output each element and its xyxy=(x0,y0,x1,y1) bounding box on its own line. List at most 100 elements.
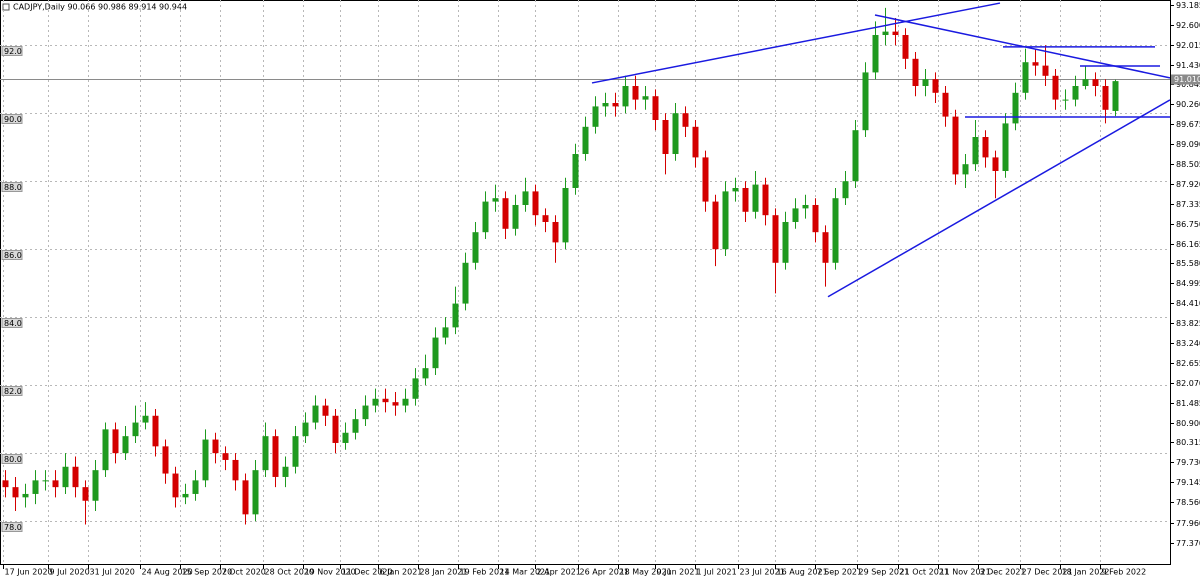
y2-tick-label: 77.370 xyxy=(1176,539,1200,548)
candle-body xyxy=(792,208,799,222)
candle-body xyxy=(182,493,189,498)
candle-body xyxy=(1082,79,1089,87)
candle-body xyxy=(872,35,879,73)
candle-body xyxy=(622,86,629,107)
candle-body xyxy=(202,439,209,481)
candle-body xyxy=(22,493,29,498)
x-tick-label: 6 Jan 2021 xyxy=(380,568,423,577)
candle-body xyxy=(602,103,609,107)
candle-body xyxy=(832,198,839,263)
y2-tick-label: 85.580 xyxy=(1176,259,1200,268)
level-label-box xyxy=(1,114,23,124)
y-tick-label: 90.0 xyxy=(4,115,22,124)
y2-tick-label: 83.240 xyxy=(1176,339,1200,348)
candle-body xyxy=(332,415,339,443)
candle-body xyxy=(982,137,989,158)
y2-tick-label: 91.430 xyxy=(1176,61,1200,70)
candle-body xyxy=(662,120,669,154)
candle-body xyxy=(122,436,129,454)
candle-body xyxy=(922,79,929,87)
candle-body xyxy=(912,58,919,87)
candle-body xyxy=(742,187,749,212)
candle-body xyxy=(572,153,579,188)
x-tick-label: 9 Jul 2020 xyxy=(50,568,90,577)
candle-body xyxy=(522,191,529,205)
x-tick-label: 29 Sep 2021 xyxy=(859,568,910,577)
candle-body xyxy=(552,221,559,243)
y2-tick-label: 84.410 xyxy=(1176,299,1200,308)
candle-body xyxy=(392,402,399,406)
candle-body xyxy=(842,181,849,199)
x-tick-label: 11 Dec 2020 xyxy=(342,568,393,577)
candle-body xyxy=(1092,79,1099,87)
candle-body xyxy=(192,480,199,494)
last-price-box xyxy=(1171,74,1200,85)
candle-body xyxy=(452,303,459,328)
candle-body xyxy=(702,157,709,202)
x-tick-label: 18 Jan 2022 xyxy=(1062,568,1110,577)
level-label-box xyxy=(1,454,23,464)
level-label-box xyxy=(1,182,23,192)
plot-frame xyxy=(0,0,1171,565)
y2-tick-label: 89.090 xyxy=(1176,140,1200,149)
x-tick-label: 11 Nov 2021 xyxy=(940,568,991,577)
x-tick-label: 9 Jun 2021 xyxy=(657,568,700,577)
candle-body xyxy=(502,198,509,229)
candle-body xyxy=(932,79,939,93)
candle-body xyxy=(382,398,389,403)
candle-body xyxy=(282,466,289,477)
candle-body xyxy=(1072,86,1079,100)
candle-body xyxy=(1112,81,1119,111)
candle-body xyxy=(112,429,119,454)
candle-body xyxy=(822,232,829,263)
candle-body xyxy=(812,204,819,233)
candle-body xyxy=(342,432,349,443)
x-tick-label: 14 Mar 2021 xyxy=(500,568,551,577)
candle-body xyxy=(1052,75,1059,100)
candle-body xyxy=(732,187,739,192)
candle-body xyxy=(242,480,249,515)
candle-body xyxy=(1012,92,1019,124)
candle-body xyxy=(292,436,299,467)
candle-body xyxy=(2,480,9,488)
x-tick-label: 23 Jul 2021 xyxy=(740,568,785,577)
candle-body xyxy=(532,191,539,216)
candle-body xyxy=(712,201,719,250)
candle-body xyxy=(212,439,219,454)
candle-body xyxy=(372,398,379,406)
candle-body xyxy=(412,378,419,399)
y-tick-label: 86.0 xyxy=(4,251,22,260)
x-tick-label: 27 Dec 2021 xyxy=(1022,568,1073,577)
candle-body xyxy=(272,436,279,477)
x-tick-label: 7 Sep 2021 xyxy=(817,568,863,577)
y2-tick-label: 86.165 xyxy=(1176,240,1200,249)
x-tick-label: 19 Feb 2021 xyxy=(460,568,510,577)
level-label-box xyxy=(1,386,23,396)
y2-tick-label: 80.315 xyxy=(1176,438,1200,447)
candle-body xyxy=(722,191,729,250)
y2-tick-label: 83.825 xyxy=(1176,319,1200,328)
candle-body xyxy=(892,31,899,36)
candle-body xyxy=(102,429,109,471)
x-tick-label: 26 Apr 2021 xyxy=(580,568,629,577)
candle-body xyxy=(862,72,869,131)
last-price-label: 91.010 xyxy=(1174,75,1200,84)
candle-body xyxy=(772,215,779,263)
candle-body xyxy=(302,422,309,437)
x-tick-label: 15 Sep 2020 xyxy=(182,568,233,577)
candle-body xyxy=(42,480,49,482)
candle-body xyxy=(222,453,229,460)
x-tick-label: 9 Feb 2022 xyxy=(1102,568,1147,577)
candle-body xyxy=(542,215,549,222)
candle-body xyxy=(682,113,689,127)
x-tick-label: 7 Oct 2020 xyxy=(222,568,266,577)
candle-body xyxy=(592,106,599,127)
candle-body xyxy=(942,92,949,117)
candle-body xyxy=(1032,62,1039,66)
candle-body xyxy=(252,470,259,515)
y-tick-label: 88.0 xyxy=(4,183,22,192)
candle-body xyxy=(852,130,859,182)
